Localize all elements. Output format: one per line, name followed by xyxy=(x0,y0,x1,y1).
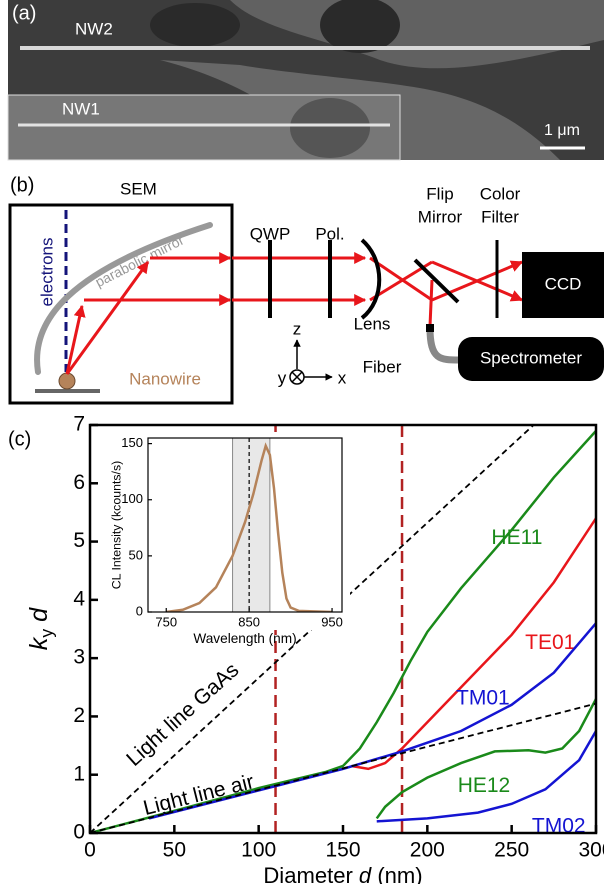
flip-label: Flip xyxy=(426,184,453,203)
setup-diagram: (b) SEM electrons parabolic mirror Nanow… xyxy=(8,174,604,405)
series-line xyxy=(166,442,333,612)
panel-label: (a) xyxy=(12,2,36,24)
y-tick-label: 50 xyxy=(129,547,143,562)
y-axis-label: ky d xyxy=(25,607,57,650)
y-axis-label-part: d xyxy=(25,607,53,629)
y-tick-label: 150 xyxy=(121,435,143,450)
y-tick-label: 2 xyxy=(73,704,85,727)
x-tick-label: 850 xyxy=(238,614,260,629)
axis-y: y xyxy=(278,368,287,387)
panel-label: (b) xyxy=(10,174,34,196)
x-tick-label: 750 xyxy=(155,614,177,629)
y-tick-label: 7 xyxy=(73,413,85,436)
y-axis-label: CL Intensity (kcounts/s) xyxy=(109,461,123,590)
x-tick-label: 100 xyxy=(241,838,276,861)
nw1-label: NW1 xyxy=(62,99,100,118)
nw2-label: NW2 xyxy=(75,19,113,38)
filter-label: Filter xyxy=(481,207,519,226)
ccd-label: CCD xyxy=(545,274,582,293)
x-tick-label: 950 xyxy=(321,614,343,629)
y-tick-label: 100 xyxy=(121,491,143,506)
lens-label: Lens xyxy=(354,314,391,333)
x-axis-label-part: (nm) xyxy=(371,863,422,884)
sem-image: (a) NW2 NW1 1 μm xyxy=(7,0,604,161)
inset-chart: 750 850 950 0 50 100 150 Wavelength (nm) CL Inte… xyxy=(100,432,350,646)
nanowire-label: Nanowire xyxy=(129,369,201,388)
x-tick-label: 200 xyxy=(410,838,445,861)
y-tick-label: 0 xyxy=(136,603,143,618)
series-label: HE11 xyxy=(491,526,542,549)
fiber-label: Fiber xyxy=(363,357,402,376)
pol-label: Pol. xyxy=(315,224,344,243)
x-axis-label: Diameter d (nm) xyxy=(263,863,422,884)
axis-z: z xyxy=(293,319,302,338)
x-tick-label: 150 xyxy=(325,838,360,861)
axis-x: x xyxy=(338,368,347,387)
x-tick-label: 0 xyxy=(84,838,96,861)
qwp-label: QWP xyxy=(250,224,291,243)
x-tick-label: 50 xyxy=(163,838,186,861)
plot-frame xyxy=(147,437,343,613)
series-line xyxy=(90,702,596,833)
y-tick-label: 3 xyxy=(73,646,85,669)
electrons-label: electrons xyxy=(37,238,56,307)
shaded-band xyxy=(232,437,271,613)
x-tick-label: 250 xyxy=(494,838,529,861)
scale-bar-label: 1 μm xyxy=(544,122,580,139)
color-label: Color xyxy=(480,184,521,203)
y-tick-label: 6 xyxy=(73,471,85,494)
y-tick-label: 4 xyxy=(73,587,85,610)
series-line xyxy=(375,698,596,820)
y-axis-label-part: k xyxy=(25,636,53,650)
y-tick-label: 0 xyxy=(73,821,85,844)
sem-label: SEM xyxy=(120,179,157,198)
series-label: TM02 xyxy=(532,815,586,838)
mirror-label: Mirror xyxy=(418,207,463,226)
y-tick-label: 1 xyxy=(73,762,85,785)
spectrometer-label: Spectrometer xyxy=(480,348,582,367)
y-axis-label-part: y xyxy=(36,629,56,638)
series-line xyxy=(376,730,596,823)
series-label: TE01 xyxy=(525,631,575,654)
x-tick-label: 300 xyxy=(578,838,604,861)
x-axis-label: Wavelength (nm) xyxy=(193,631,296,646)
series-label: HE12 xyxy=(458,774,511,797)
y-tick-label: 5 xyxy=(73,529,85,552)
panel-label: (c) xyxy=(8,428,31,450)
series-label: TM01 xyxy=(456,686,510,709)
series-line xyxy=(351,517,596,771)
series-line xyxy=(90,429,596,833)
x-axis-label-part: d xyxy=(359,863,372,884)
mirror-label: parabolic mirror xyxy=(92,231,186,290)
x-axis-label-part: Diameter xyxy=(263,863,359,884)
